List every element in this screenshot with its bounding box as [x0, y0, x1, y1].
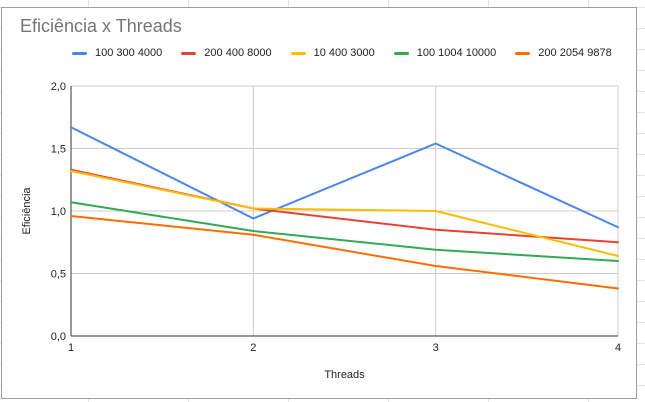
legend-label: 200 400 8000 [204, 47, 272, 59]
chart-container[interactable] [1, 7, 637, 399]
y-axis-title: Eficiência [21, 187, 33, 235]
legend-swatch [393, 51, 409, 55]
x-tick-label: 3 [433, 342, 439, 354]
series-line[interactable] [70, 170, 619, 257]
x-tick-label: 1 [68, 342, 74, 354]
legend-label: 100 1004 10000 [416, 47, 497, 59]
legend-swatch [515, 51, 531, 55]
y-tick-label: 2,0 [51, 81, 66, 93]
legend-swatch [72, 51, 87, 55]
series-line[interactable] [70, 126, 619, 229]
chart-legend: 100 300 4000 200 400 8000 10 400 3000 100 1… [72, 47, 631, 59]
legend-item[interactable]: 100 1004 10000 [393, 47, 497, 59]
series-lines [70, 126, 619, 290]
y-tick-label: 0,0 [51, 331, 66, 343]
x-tick-label: 2 [250, 342, 256, 354]
tick-labels: 0,0 0,5 1,0 1,5 2,0 1 2 3 4 [51, 81, 621, 354]
y-tick-label: 0,5 [51, 269, 66, 281]
y-tick-label: 1,5 [51, 144, 66, 156]
legend-item[interactable]: 10 400 3000 [290, 47, 375, 59]
legend-item[interactable]: 100 300 4000 [72, 47, 162, 59]
legend-swatch [290, 51, 306, 55]
x-axis-title: Threads [324, 369, 365, 381]
series-line[interactable] [70, 201, 619, 262]
y-tick-label: 1,0 [51, 206, 66, 218]
legend-swatch [181, 51, 197, 55]
legend-item[interactable]: 200 2054 9878 [515, 47, 612, 59]
x-tick-label: 4 [615, 342, 621, 354]
legend-label: 10 400 3000 [313, 47, 375, 59]
legend-label: 200 2054 9878 [538, 47, 612, 59]
legend-item[interactable]: 200 400 8000 [181, 47, 272, 59]
gridlines [71, 85, 619, 336]
series-line[interactable] [70, 215, 619, 290]
chart-title: Eficiência x Threads [20, 16, 182, 36]
legend-label: 100 300 4000 [95, 47, 163, 59]
